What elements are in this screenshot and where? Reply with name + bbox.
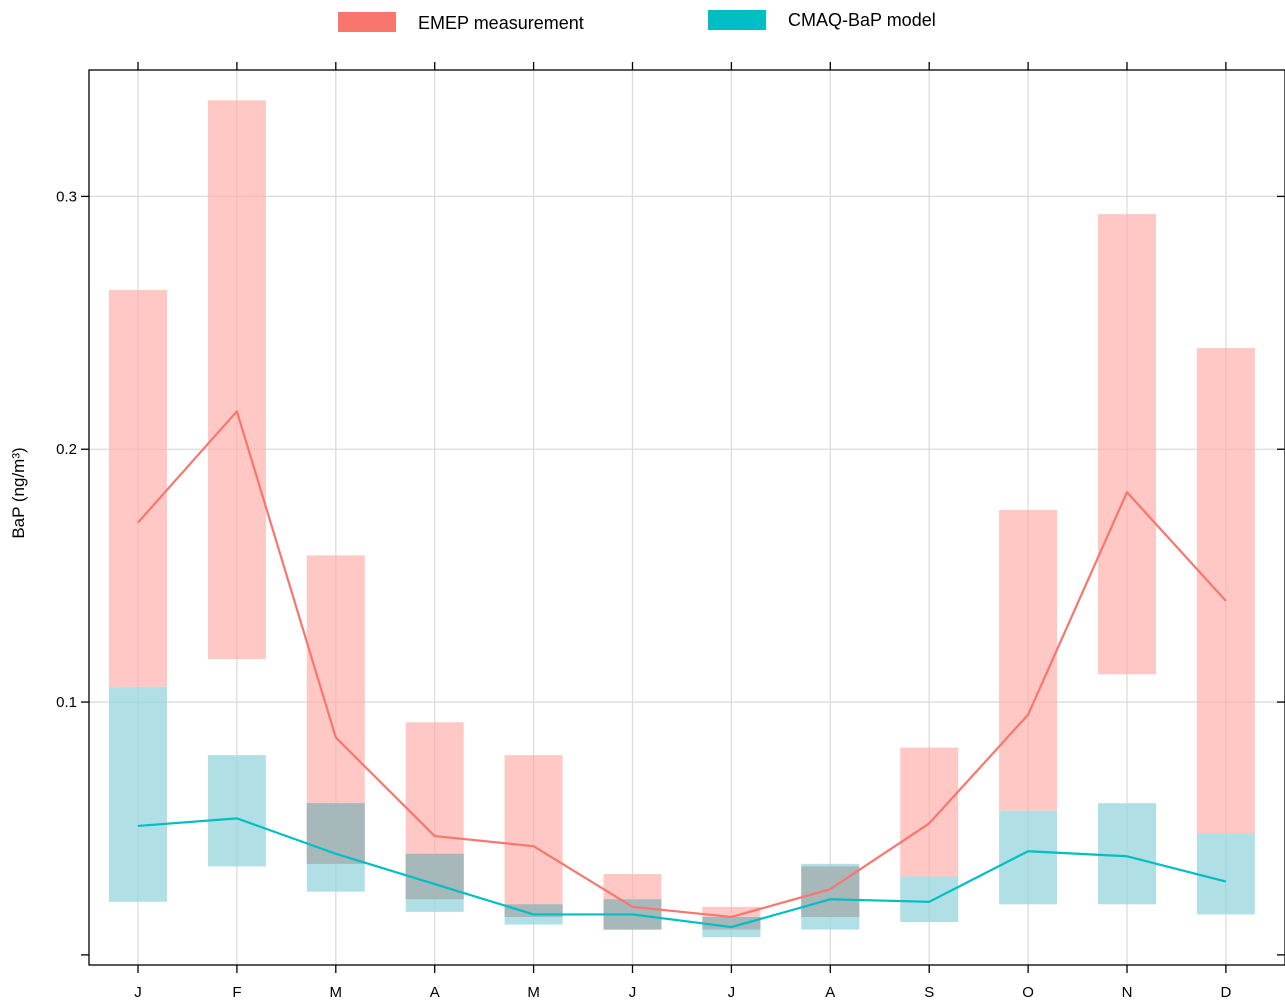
x-tick-label: A bbox=[825, 984, 835, 1001]
range-bar-cmaq bbox=[900, 876, 959, 923]
legend-label-emep: EMEP measurement bbox=[418, 13, 584, 33]
x-tick-label: J bbox=[629, 984, 637, 1001]
range-bar-emep bbox=[900, 747, 959, 877]
y-tick-label: 0.3 bbox=[56, 188, 77, 205]
series-lines bbox=[137, 410, 1227, 929]
range-bar-emep bbox=[207, 100, 266, 660]
range-bar-emep bbox=[504, 755, 563, 917]
x-tick-label: D bbox=[1220, 984, 1231, 1001]
x-tick-label: J bbox=[134, 984, 142, 1001]
range-bar-cmaq bbox=[207, 755, 266, 867]
x-tick-label: N bbox=[1122, 984, 1133, 1001]
range-bar-cmaq bbox=[1196, 833, 1255, 915]
y-axis: 0.1 0.2 0.3 bbox=[56, 188, 1285, 956]
range-bar-cmaq bbox=[109, 686, 167, 902]
series-line-cmaq bbox=[137, 817, 1227, 929]
range-overlap bbox=[702, 916, 761, 930]
range-bar-emep bbox=[1196, 348, 1255, 834]
range-bar-emep bbox=[999, 509, 1058, 811]
legend-label-cmaq: CMAQ-BaP model bbox=[788, 10, 936, 30]
x-tick-label: F bbox=[232, 984, 241, 1001]
x-tick-label: J bbox=[728, 984, 736, 1001]
legend-swatch-cmaq bbox=[708, 10, 766, 30]
x-tick-label: M bbox=[527, 984, 540, 1001]
x-tick-label: A bbox=[430, 984, 440, 1001]
range-bar-emep bbox=[109, 289, 167, 687]
x-tick-label: M bbox=[330, 984, 343, 1001]
legend: EMEP measurement CMAQ-BaP model bbox=[338, 10, 936, 33]
legend-swatch-emep bbox=[338, 12, 396, 32]
range-bar-cmaq bbox=[1098, 803, 1156, 905]
plot-frame bbox=[88, 69, 1285, 966]
y-tick-label: 0.1 bbox=[56, 694, 77, 711]
x-tick-label: S bbox=[924, 984, 934, 1001]
x-tick-label: O bbox=[1022, 984, 1034, 1001]
range-bar-cmaq bbox=[999, 810, 1058, 905]
y-tick-label: 0.2 bbox=[56, 441, 77, 458]
range-bar-emep bbox=[1098, 214, 1156, 675]
range-overlap bbox=[405, 853, 464, 900]
series-line-emep bbox=[137, 410, 1227, 919]
bands bbox=[109, 100, 1255, 938]
y-axis-title: BaP (ng/m³) bbox=[9, 447, 28, 538]
range-overlap bbox=[801, 866, 860, 917]
